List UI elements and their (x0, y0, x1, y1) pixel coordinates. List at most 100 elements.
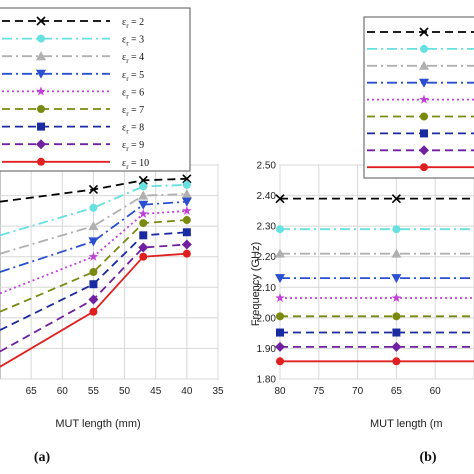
chart-a-legend-label: εr = 10 (122, 158, 149, 171)
chart-b-xtick: 65 (391, 386, 403, 397)
chart-a-panel-label: (a) (34, 450, 51, 465)
chart-b-legend-marker (419, 60, 429, 70)
chart-b-legend-marker (419, 94, 429, 104)
chart-a-xtick: 50 (119, 386, 131, 397)
chart-a-legend-label: εr = 7 (122, 105, 144, 118)
chart-b: 80 75 70 65 60 1.80 1.90 2.00 2.10 2.20 2.30 2.40 2.… (257, 16, 474, 397)
chart-a-data-point (182, 228, 191, 237)
chart-b-legend-marker (420, 163, 428, 172)
chart-a-legend: εr = 2 εr = 3 εr = 4 εr = 5 εr = 6 εr = 7 εr =… (0, 7, 191, 172)
chart-a-legend-marker (36, 51, 46, 61)
chart-a-data-point (182, 180, 191, 189)
chart-a-legend-marker (37, 34, 45, 43)
chart-a-data-point (89, 203, 98, 212)
chart-b-legend-marker (419, 145, 429, 156)
chart-a-data-point (182, 174, 192, 184)
chart-a-xtick: 60 (57, 386, 69, 397)
chart-b-data-point (392, 225, 401, 234)
chart-b-data-point (275, 248, 285, 258)
chart-b-data-point (391, 194, 401, 204)
chart-b-data-point (391, 292, 402, 303)
chart-b-ytick: 1.90 (257, 344, 277, 355)
chart-a-data-point (89, 280, 98, 289)
chart-a-legend-label: εr = 8 (122, 123, 144, 136)
chart-a-data-point (139, 252, 148, 261)
chart-a-data-point (138, 175, 148, 185)
chart-a-legend-marker (37, 105, 45, 113)
chart-a-series-line (0, 231, 187, 331)
chart-a-data-point (88, 237, 99, 247)
chart-a-data-point (88, 184, 98, 195)
chart-a-series-line (0, 219, 187, 313)
chart-a-legend-label: εr = 6 (122, 87, 144, 100)
chart-a-data-point (181, 189, 192, 199)
chart-b-data-point (276, 225, 284, 234)
chart-b-data-point (276, 312, 284, 321)
chart-b-data-point (275, 292, 285, 303)
chart-b-ytick: 1.80 (257, 375, 277, 386)
chart-a-legend-label: εr = 3 (122, 35, 144, 48)
chart-b-data-point (392, 328, 401, 337)
chart-a-legend-marker (36, 16, 46, 26)
chart-b-data-point (391, 341, 402, 352)
chart-b-legend-marker (420, 44, 428, 53)
chart-a-legend-label: εr = 2 (122, 17, 144, 30)
chart-a-xtick: 45 (150, 386, 162, 397)
chart-b-panel-label: (b) (419, 450, 436, 465)
chart-b-data-point (276, 357, 284, 366)
chart-a-data-point (88, 221, 99, 231)
chart-b-xtick: 70 (352, 386, 364, 397)
chart-b-plot-area (279, 164, 474, 380)
chart-a-legend-label: εr = 9 (122, 140, 144, 153)
chart-b-legend (363, 16, 474, 179)
chart-b-data-point (275, 274, 285, 284)
chart-a-legend-marker (36, 139, 46, 150)
chart-b-legend-marker (420, 129, 428, 138)
chart-b-data-point (275, 341, 285, 352)
chart-b-data-point (391, 248, 402, 258)
chart-a-series-line (0, 210, 187, 295)
chart-b-ytick: 2.30 (257, 222, 277, 233)
chart-b-data-point (275, 194, 285, 204)
chart-b-legend-marker (419, 27, 429, 37)
chart-a-data-point (182, 216, 191, 225)
chart-a-data-point (89, 268, 98, 276)
chart-a-data-point (139, 219, 148, 228)
chart-b-xtick: 60 (430, 386, 442, 397)
chart-a-series-line (0, 184, 187, 237)
chart-a-data-point (89, 307, 98, 316)
chart-a-data-point (139, 231, 148, 240)
chart-b-ytick: 2.40 (257, 191, 277, 202)
chart-a-data-point (139, 182, 148, 191)
chart-a-data-point (182, 205, 192, 215)
chart-a-legend-marker (36, 69, 46, 79)
chart-b-data-point (391, 274, 402, 284)
chart-a-xtick: 35 (212, 386, 224, 397)
chart-a-series-line (0, 200, 187, 273)
chart-b-data-point (392, 357, 401, 366)
chart-a-data-point (181, 239, 192, 250)
chart-a-xtick: 40 (181, 386, 193, 397)
chart-a-legend-marker (37, 122, 45, 131)
chart-a-legend-marker (37, 157, 45, 166)
chart-b-ytick: 2.20 (257, 252, 277, 263)
chart-b-ytick: 2.50 (257, 161, 277, 172)
chart-a-legend-box (0, 7, 191, 172)
chart-a-data-point (138, 242, 149, 253)
chart-b-xlabel: MUT length (m (370, 418, 443, 430)
chart-b-xtick: 75 (313, 386, 325, 397)
chart-b-ylabel: Frequency (GHz) (250, 242, 262, 326)
chart-a-xtick: 55 (88, 386, 100, 397)
chart-a-series-line (0, 177, 187, 203)
chart-a-legend-label: εr = 5 (122, 70, 144, 83)
chart-a-data-point (88, 294, 99, 305)
chart-b-ytick: 2.10 (257, 283, 277, 294)
chart-a-data-point (88, 251, 99, 261)
chart-a-xtick: 65 (26, 386, 38, 397)
chart-a-legend-marker (36, 86, 46, 96)
chart-b-legend-marker (420, 112, 428, 121)
chart-b-data-point (276, 328, 284, 337)
chart-a-data-point (138, 200, 149, 210)
